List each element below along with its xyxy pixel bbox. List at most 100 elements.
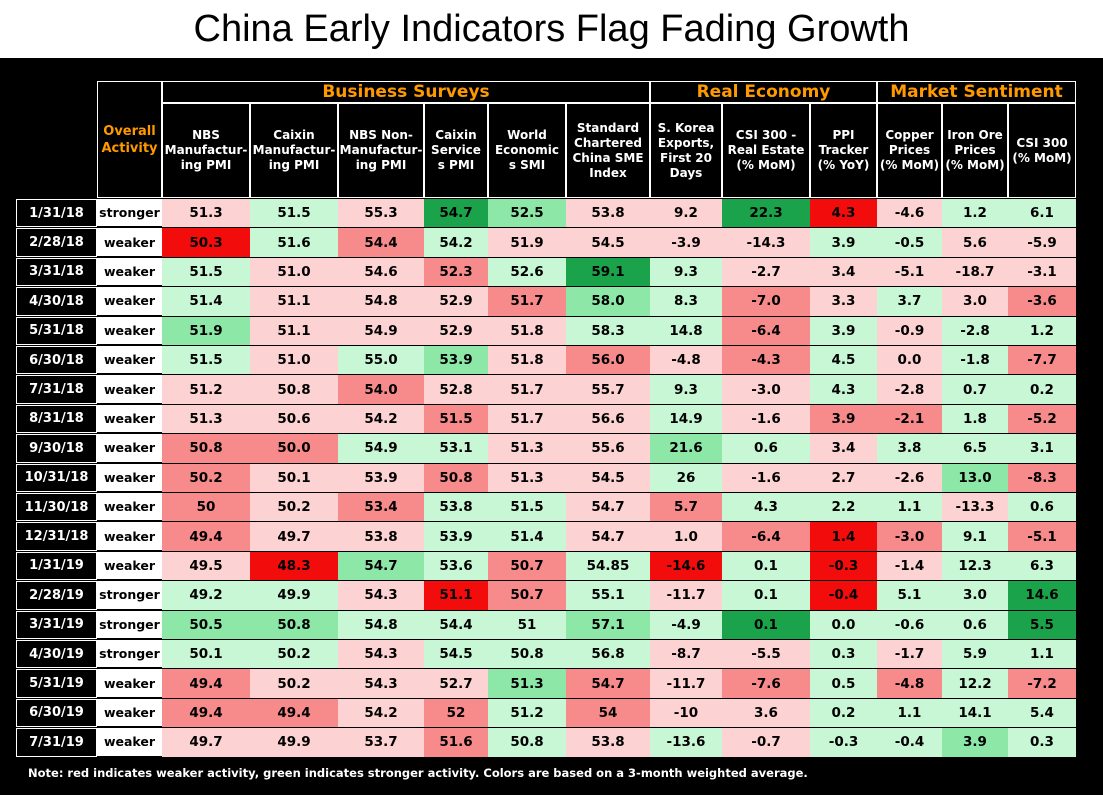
table-cell: 53.1 bbox=[424, 434, 488, 463]
row-date: 9/30/18 bbox=[16, 434, 97, 463]
table-cell: 54.2 bbox=[338, 698, 424, 728]
table-cell: 55.6 bbox=[566, 434, 650, 463]
table-cell: 22.3 bbox=[722, 199, 810, 228]
table-cell: -5.5 bbox=[722, 640, 810, 669]
table-cell: 49.9 bbox=[250, 581, 338, 610]
table-cell: 13.0 bbox=[942, 463, 1008, 492]
table-cell: 50.1 bbox=[250, 463, 338, 492]
table-cell: 54.3 bbox=[338, 640, 424, 669]
table-cell: 54.7 bbox=[566, 493, 650, 522]
table-cell: -0.4 bbox=[810, 581, 877, 610]
row-date: 7/31/18 bbox=[16, 375, 97, 404]
table-cell: 0.3 bbox=[1008, 728, 1076, 757]
table-cell: 4.5 bbox=[810, 346, 877, 375]
table-cell: 51.5 bbox=[424, 404, 488, 434]
table-cell: 50.5 bbox=[162, 610, 250, 639]
table-cell: 6.1 bbox=[1008, 199, 1076, 228]
table-cell: 4.3 bbox=[810, 199, 877, 228]
table-cell: -3.6 bbox=[1008, 287, 1076, 316]
table-cell: 50.7 bbox=[488, 581, 566, 610]
row-activity: stronger bbox=[97, 199, 162, 228]
table-cell: 48.3 bbox=[250, 551, 338, 581]
row-date: 3/31/19 bbox=[16, 610, 97, 639]
table-cell: 21.6 bbox=[650, 434, 722, 463]
table-cell: 5.7 bbox=[650, 493, 722, 522]
table-cell: 0.1 bbox=[722, 610, 810, 639]
table-cell: -0.9 bbox=[877, 316, 942, 345]
row-date: 10/31/18 bbox=[16, 463, 97, 492]
table-cell: 9.3 bbox=[650, 375, 722, 404]
table-cell: 54.8 bbox=[338, 287, 424, 316]
table-cell: 4.3 bbox=[810, 375, 877, 404]
table-cell: 49.7 bbox=[162, 728, 250, 757]
table-cell: -3.9 bbox=[650, 228, 722, 257]
table-cell: 56.8 bbox=[566, 640, 650, 669]
table-cell: 50.2 bbox=[250, 640, 338, 669]
table-cell: 3.9 bbox=[810, 228, 877, 257]
table-cell: 51.1 bbox=[424, 581, 488, 610]
table-cell: 49.4 bbox=[162, 698, 250, 728]
table-cell: -6.4 bbox=[722, 522, 810, 551]
table-cell: 57.1 bbox=[566, 610, 650, 639]
table-cell: -0.4 bbox=[877, 728, 942, 757]
row-activity: stronger bbox=[97, 640, 162, 669]
table-cell: 0.2 bbox=[810, 698, 877, 728]
table-cell: 50.8 bbox=[162, 434, 250, 463]
table-cell: 3.6 bbox=[722, 698, 810, 728]
table-cell: -2.1 bbox=[877, 404, 942, 434]
row-date: 3/31/18 bbox=[16, 257, 97, 287]
table-cell: 58.3 bbox=[566, 316, 650, 345]
table-cell: 3.4 bbox=[810, 257, 877, 287]
row-activity: weaker bbox=[97, 404, 162, 434]
table-cell: 51.9 bbox=[162, 316, 250, 345]
table-cell: 54.4 bbox=[424, 610, 488, 639]
column-header: Copper Prices (% MoM) bbox=[877, 103, 942, 198]
table-cell: 1.1 bbox=[1008, 640, 1076, 669]
row-date: 1/31/18 bbox=[16, 199, 97, 228]
table-cell: 54.8 bbox=[338, 610, 424, 639]
table-cell: 49.4 bbox=[162, 522, 250, 551]
row-activity: weaker bbox=[97, 287, 162, 316]
table-cell: 51.4 bbox=[488, 522, 566, 551]
table-cell: 51.3 bbox=[488, 434, 566, 463]
table-cell: 3.7 bbox=[877, 287, 942, 316]
table-cell: 54.2 bbox=[424, 228, 488, 257]
table-cell: 3.4 bbox=[810, 434, 877, 463]
table-cell: -3.0 bbox=[877, 522, 942, 551]
table-cell: -4.8 bbox=[877, 669, 942, 698]
table-cell: -3.1 bbox=[1008, 257, 1076, 287]
table-cell: 53.9 bbox=[424, 346, 488, 375]
table-cell: 2.7 bbox=[810, 463, 877, 492]
table-cell: 1.2 bbox=[1008, 316, 1076, 345]
table-cell: 5.9 bbox=[942, 640, 1008, 669]
table-cell: 0.6 bbox=[722, 434, 810, 463]
table-cell: 53.9 bbox=[338, 463, 424, 492]
table-cell: 12.3 bbox=[942, 551, 1008, 581]
row-activity: weaker bbox=[97, 728, 162, 757]
table-cell: -0.3 bbox=[810, 728, 877, 757]
table-cell: 50.3 bbox=[162, 228, 250, 257]
table-cell: 50.6 bbox=[250, 404, 338, 434]
table-cell: 26 bbox=[650, 463, 722, 492]
table-cell: 0.1 bbox=[722, 581, 810, 610]
table-cell: -1.6 bbox=[722, 404, 810, 434]
table-cell: 0.6 bbox=[1008, 493, 1076, 522]
table-cell: 0.6 bbox=[942, 610, 1008, 639]
column-header: Iron Ore Prices (% MoM) bbox=[942, 103, 1008, 198]
table-cell: 54.3 bbox=[338, 669, 424, 698]
table-cell: -0.5 bbox=[877, 228, 942, 257]
table-cell: -2.7 bbox=[722, 257, 810, 287]
table-cell: 50.8 bbox=[488, 728, 566, 757]
table-cell: 0.5 bbox=[810, 669, 877, 698]
table-cell: 50.8 bbox=[250, 375, 338, 404]
row-activity: weaker bbox=[97, 346, 162, 375]
table-cell: 55.0 bbox=[338, 346, 424, 375]
table-cell: 50.7 bbox=[488, 551, 566, 581]
table-cell: 51.5 bbox=[250, 199, 338, 228]
table-cell: 56.0 bbox=[566, 346, 650, 375]
table-cell: 50.2 bbox=[162, 463, 250, 492]
row-activity: weaker bbox=[97, 257, 162, 287]
table-cell: 1.0 bbox=[650, 522, 722, 551]
row-date: 7/31/19 bbox=[16, 728, 97, 757]
table-cell: 55.7 bbox=[566, 375, 650, 404]
